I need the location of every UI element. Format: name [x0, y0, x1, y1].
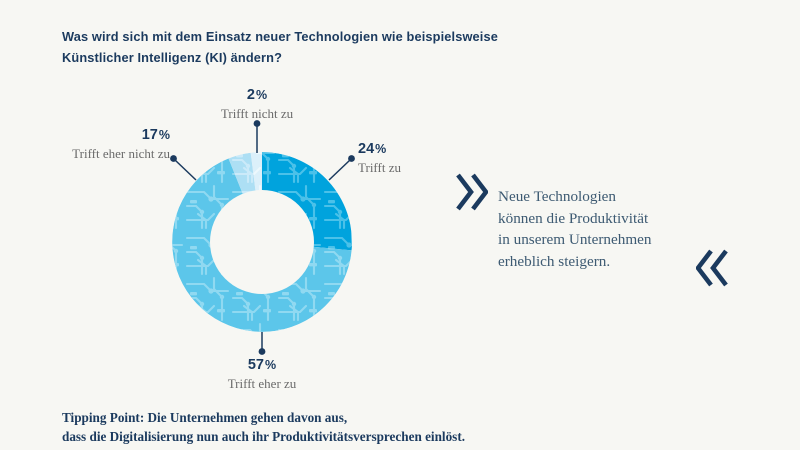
donut-chart-svg	[170, 120, 355, 355]
leader-line-trifft-nicht-zu	[253, 120, 261, 153]
callout-percent: 17%	[141, 127, 170, 143]
callout-trifft-eher-zu: 57% Trifft eher zu	[202, 356, 322, 393]
donut-chart: 2% Trifft nicht zu 17% Trifft eher nicht…	[0, 86, 401, 393]
quote-line-1: Neue Technologien	[498, 188, 617, 205]
callout-label: Trifft eher nicht zu	[72, 146, 170, 161]
footer-caption: Tipping Point: Die Unternehmen gehen dav…	[62, 408, 702, 446]
callout-label: Trifft nicht zu	[220, 106, 294, 121]
callout-trifft-nicht-zu: 2% Trifft nicht zu	[197, 86, 317, 123]
leader-lines	[170, 120, 355, 355]
callout-percent: 24%	[358, 141, 387, 157]
title-line-1: Was wird sich mit dem Einsatz neuer Tech…	[62, 29, 498, 44]
page-title: Was wird sich mit dem Einsatz neuer Tech…	[62, 26, 582, 68]
quote-line-2: können die Produktivität	[498, 209, 649, 227]
quote-close-chevron-icon	[696, 249, 728, 287]
title-line-2: Künstlicher Intelligenz (KI) ändern?	[62, 50, 283, 65]
donut-slice-trifft-nicht-zu[interactable]	[250, 151, 262, 242]
callout-label: Trifft zu	[358, 160, 401, 175]
quote-block: Neue Technologien können die Produktivit…	[452, 168, 752, 298]
quote-line-4: erheblich steigern.	[498, 252, 611, 270]
donut-slice-trifft-eher-zu[interactable]	[172, 158, 352, 332]
footer-line-2: dass die Digitalisierung nun auch ihr Pr…	[62, 429, 466, 444]
leader-line-trifft-eher-zu	[258, 332, 266, 355]
donut-slice-trifft-eher-nicht-zu[interactable]	[228, 152, 263, 242]
leader-line-trifft-zu	[328, 155, 355, 181]
quote-open-chevron-icon	[456, 173, 488, 211]
donut-slice-trifft-zu[interactable]	[262, 151, 353, 251]
callout-label: Trifft eher zu	[227, 376, 297, 391]
leader-line-trifft-eher-nicht-zu	[170, 155, 197, 181]
callout-trifft-zu: 24% Trifft zu	[358, 140, 498, 177]
callout-percent: 57%	[247, 357, 277, 373]
footer-line-1: Tipping Point: Die Unternehmen gehen dav…	[62, 410, 348, 425]
quote-line-3: in unserem Unternehmen	[498, 231, 652, 248]
callout-percent: 2%	[246, 87, 268, 103]
quote-text: Neue Technologien können die Produktivit…	[498, 186, 758, 272]
callout-trifft-eher-nicht-zu: 17% Trifft eher nicht zu	[0, 126, 170, 163]
